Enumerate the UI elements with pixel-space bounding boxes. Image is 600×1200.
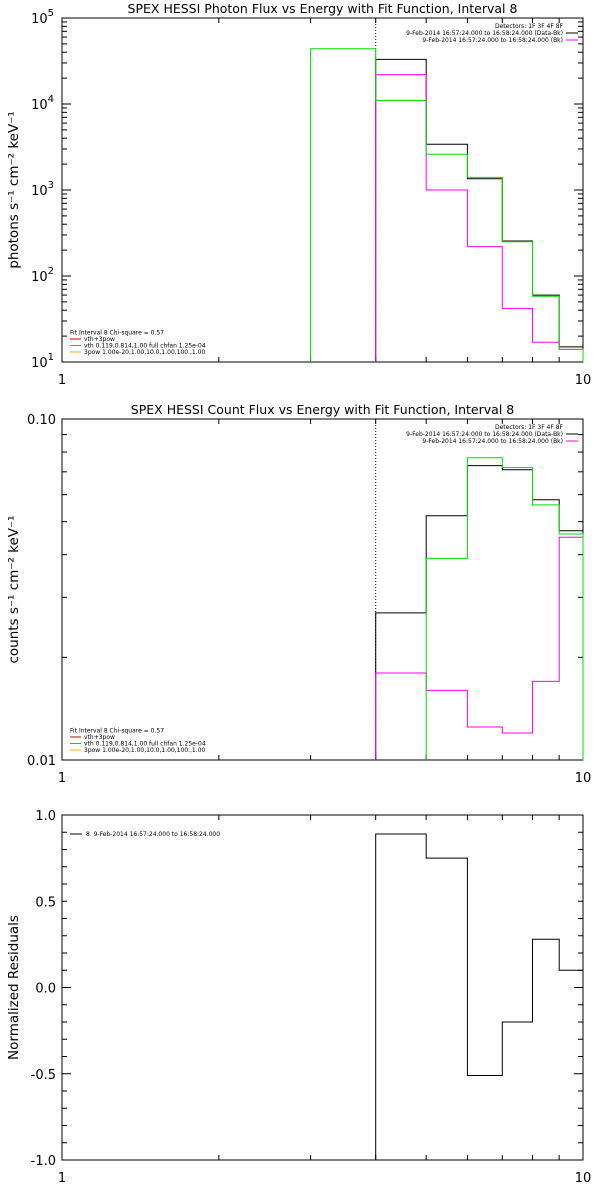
x-tick-label: 1 [58,373,66,388]
y-tick-label: 105 [31,8,54,27]
legend-bottom-left-entry: 3pow 1.00e-20,1.00,10.0,1.00,100.,1.00 [84,349,205,356]
legend-bottom-left-entry: Fit Interval 8 Chi-square = 0.57 [70,728,164,735]
y-tick-label: 0.0 [35,982,56,997]
series-1-line [375,833,584,1160]
y-tick-base: 10 [31,356,48,371]
series-3-line [425,457,584,760]
chart-title: SPEX HESSI Count Flux vs Energy with Fit… [131,402,514,417]
y-tick-base: 10 [31,98,48,113]
legend-bottom-left-entry: Fit Interval 8 Chi-square = 0.57 [70,330,164,337]
x-tick-label: 1 [58,771,66,786]
plot-frame [61,814,584,1161]
chart-panel-1: SPEX HESSI Photon Flux vs Energy with Fi… [6,1,591,388]
series-2-line [375,74,584,362]
y-axis-label: Normalized Residuals [6,915,22,1060]
x-axis-ticks [61,18,584,362]
y-tick-label: 101 [31,352,54,371]
y-tick-exponent: 2 [48,266,54,277]
y-tick-base: 10 [31,12,48,27]
series-3-line [310,48,584,362]
series-1-line [375,58,584,362]
x-axis-ticks [61,815,584,1160]
y-tick-label: 104 [31,94,54,113]
legend-bottom-left-entry: vth+3pow [84,734,115,741]
legend-bottom-left-entry: vth 0.119,0.814,1.00 full chfan 1.25e-04 [84,741,206,748]
x-tick-label: 10 [575,373,592,388]
y-tick-label: 0.10 [27,413,56,428]
legend-bottom-left-entry: 3pow 1.00e-20,1.00,10.0,1.00,100.,1.00 [84,747,205,754]
chart-panel-2: SPEX HESSI Count Flux vs Energy with Fit… [6,402,591,786]
y-axis-label: photons s⁻¹ cm⁻² keV⁻¹ [6,111,22,269]
y-tick-label: -1.0 [31,1154,56,1169]
y-tick-base: 10 [31,184,48,199]
y-tick-label: 0.5 [35,895,56,910]
x-tick-label: 10 [575,1171,592,1186]
y-tick-exponent: 3 [48,180,54,191]
y-axis-ticks [62,814,583,1161]
y-tick-label: 1.0 [35,809,56,824]
legend-top-right-entry: 9-Feb-2014 16:57:24.000 to 16:58:24.000 … [422,438,563,445]
legend-bottom-left-entry: vth 0.119,0.814,1.00 full chfan 1.25e-04 [84,343,206,350]
legend-top-right-entry: Detectors: 1F 3F 4F 8F [495,23,564,30]
series-2-line [375,536,584,760]
y-axis-ticks [62,21,583,363]
y-tick-label: 0.01 [27,754,56,769]
x-tick-label: 10 [575,771,592,786]
chart-panel-3: 1 10 1.0 0.5 0.0 -0.5 -1.0 Normalized Residuals… [6,809,591,1186]
y-tick-label: 103 [31,180,54,199]
chart-title: SPEX HESSI Photon Flux vs Energy with Fi… [128,1,518,16]
legend-top-left-entry: 8. 9-Feb-2014 16:57:24.000 to 16:58:24.0… [86,831,220,838]
y-tick-exponent: 1 [48,352,54,363]
y-tick-base: 10 [31,270,48,285]
legend-top-right-entry: 9-Feb-2014 16:57:24.000 to 16:58:24.000 … [422,37,563,44]
legend-top-right-entry: 9-Feb-2014 16:57:24.000 to 16:58:24.000 … [406,30,563,37]
y-tick-exponent: 4 [48,94,54,105]
y-tick-label: -0.5 [31,1068,56,1083]
series-1-line [375,465,584,760]
y-axis-label: counts s⁻¹ cm⁻² keV⁻¹ [6,515,22,663]
y-tick-exponent: 5 [48,8,54,19]
legend-top-right-entry: 9-Feb-2014 16:57:24.000 to 16:58:24.000 … [406,431,563,438]
legend-top-right-entry: Detectors: 1F 3F 4F 8F [495,424,564,431]
plot-frame [61,17,584,363]
y-axis-ticks [62,434,583,761]
y-tick-label: 102 [31,266,54,285]
legend-bottom-left-entry: vth+3pow [84,336,115,343]
x-tick-label: 1 [58,1171,66,1186]
